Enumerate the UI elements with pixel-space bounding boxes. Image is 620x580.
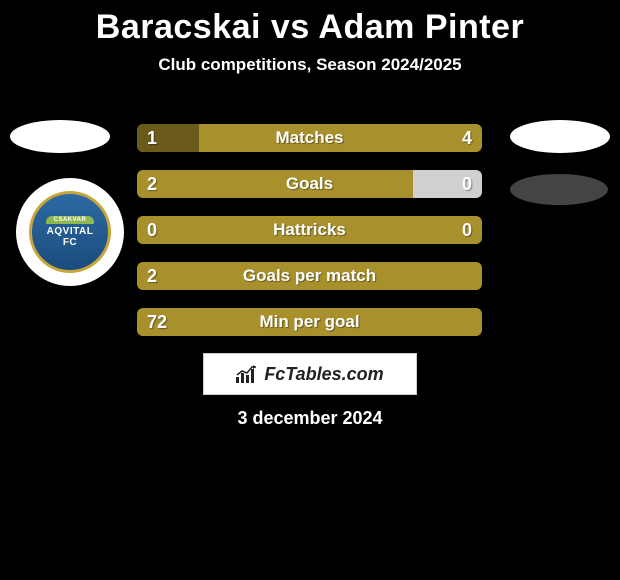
bar-label: Min per goal [137,312,482,332]
bar-row: 2Goals per match [137,262,482,290]
club-badge-inner: CSAKVAR AQVITAL FC [29,191,111,273]
bar-row: 72Min per goal [137,308,482,336]
comparison-bars: 1Matches42Goals00Hattricks02Goals per ma… [137,124,482,354]
bar-value-right: 4 [462,128,472,149]
bar-label: Goals [137,174,482,194]
chart-icon [236,365,258,383]
player-left-placeholder [10,120,110,153]
bar-row: 2Goals0 [137,170,482,198]
bar-label: Matches [137,128,482,148]
badge-ribbon: CSAKVAR [46,216,95,224]
bar-value-right: 0 [462,220,472,241]
date: 3 december 2024 [0,408,620,429]
page-title: Baracskai vs Adam Pinter [0,0,620,47]
bar-value-right: 0 [462,174,472,195]
bar-label: Hattricks [137,220,482,240]
badge-line1: AQVITAL [47,226,94,237]
subtitle: Club competitions, Season 2024/2025 [0,55,620,75]
club-badge: CSAKVAR AQVITAL FC [16,178,124,286]
bar-label: Goals per match [137,266,482,286]
source-logo-text: FcTables.com [264,364,383,385]
player-right-placeholder-2 [510,174,608,205]
badge-line2: FC [63,237,77,248]
player-right-placeholder [510,120,610,153]
bar-row: 1Matches4 [137,124,482,152]
source-logo: FcTables.com [203,353,417,395]
bar-row: 0Hattricks0 [137,216,482,244]
